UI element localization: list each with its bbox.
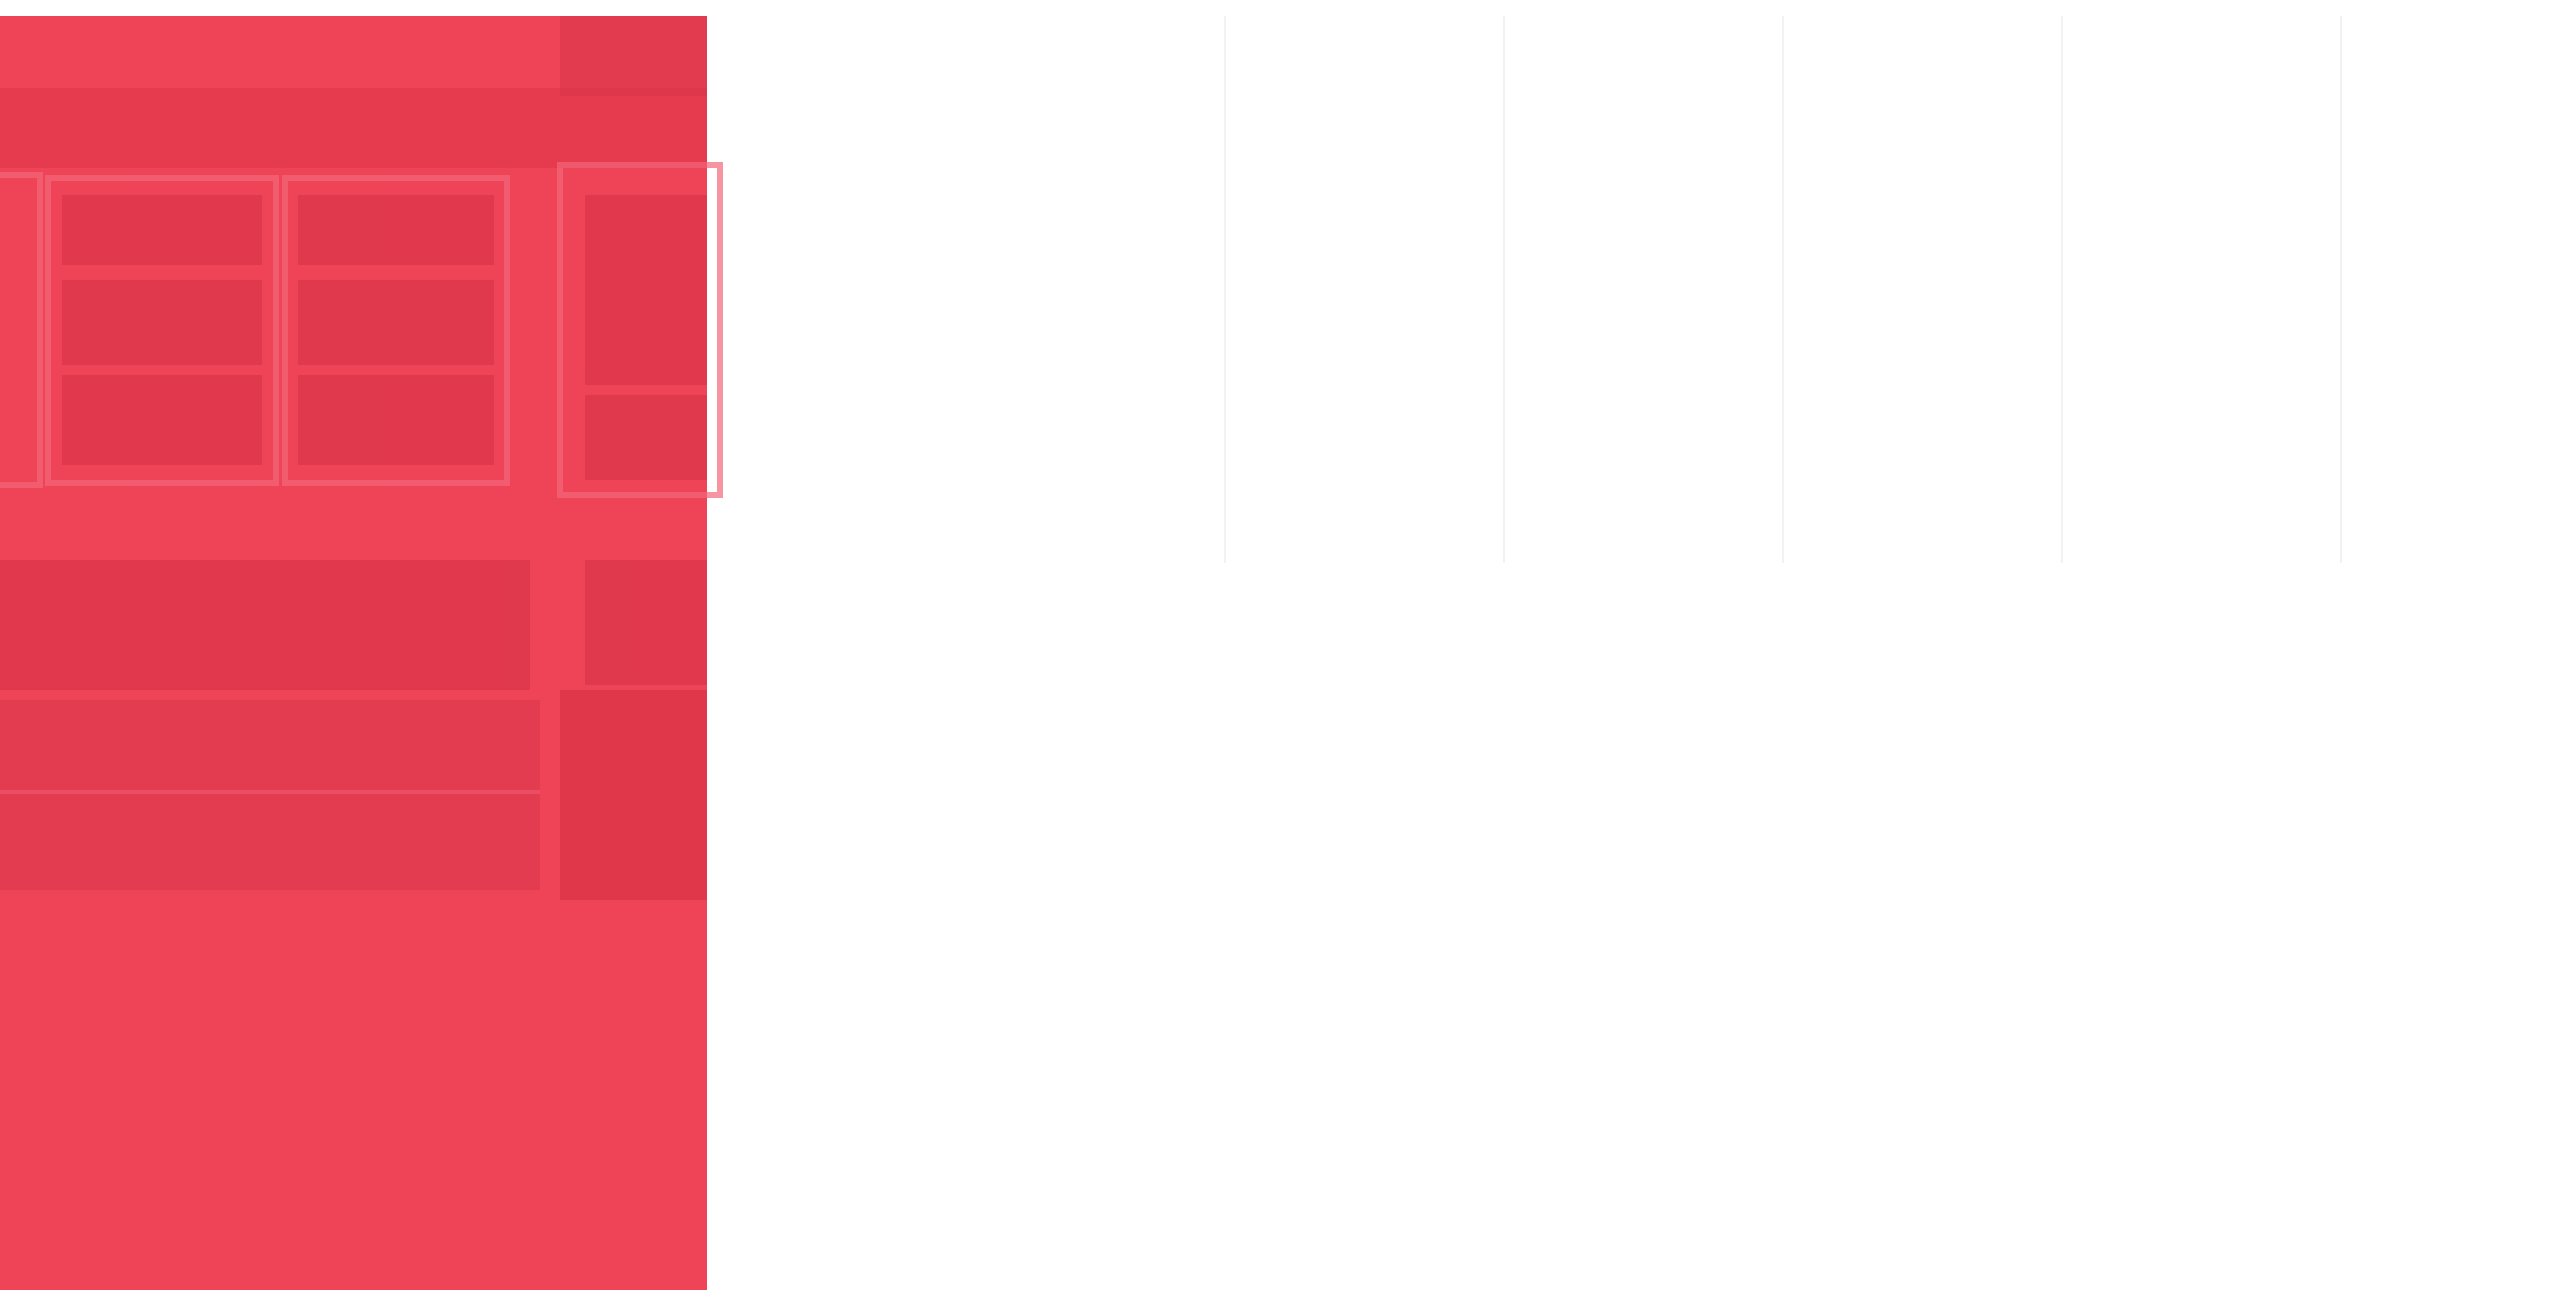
sign (560, 16, 707, 96)
fridge-contents (0, 195, 707, 690)
fridge-frames (0, 162, 723, 498)
hero-image (0, 16, 723, 1290)
counter-edge (0, 790, 540, 794)
column-dividers (1224, 16, 2342, 563)
counter-right (560, 690, 707, 900)
counter (0, 700, 540, 890)
shelf-band (0, 88, 707, 168)
